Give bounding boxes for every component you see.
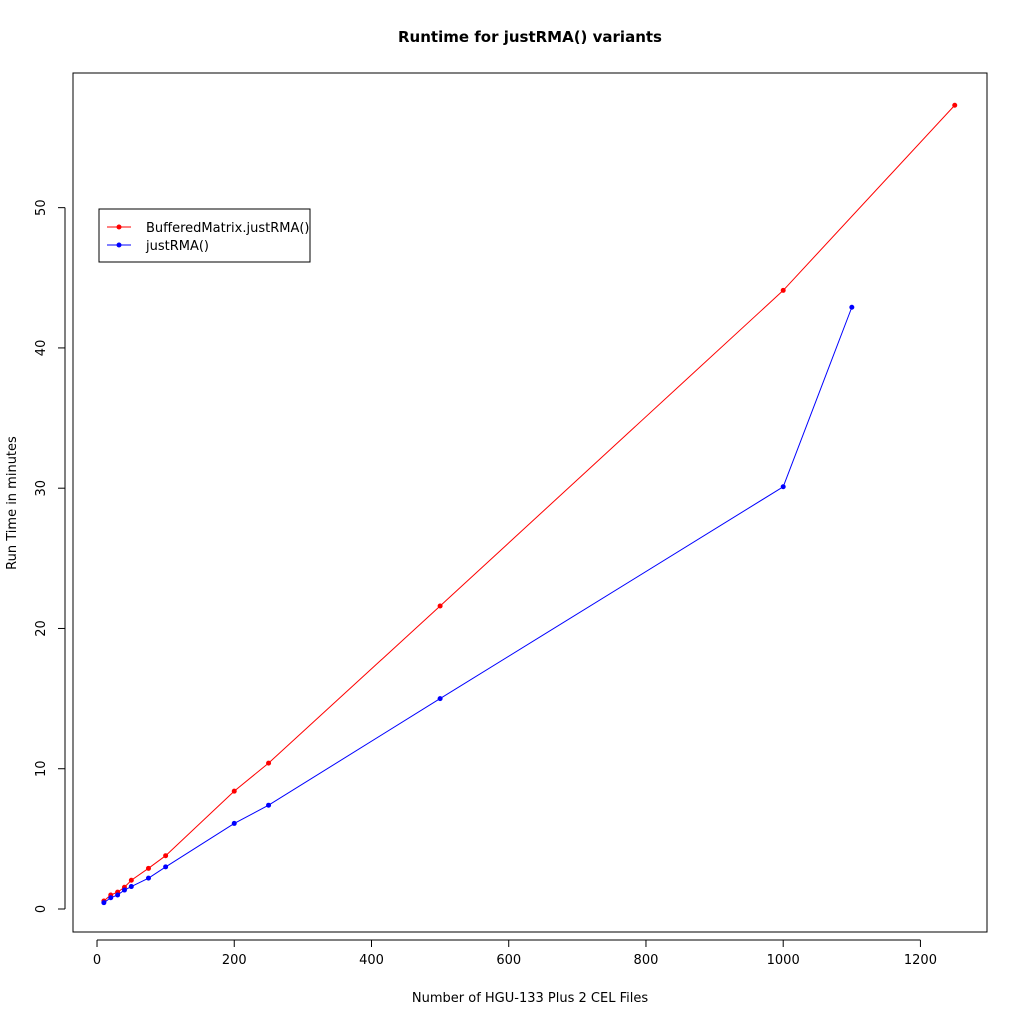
y-tick-label: 50 <box>34 199 49 216</box>
x-tick-label: 1000 <box>767 953 800 968</box>
y-tick-label: 30 <box>34 480 49 497</box>
point <box>115 892 121 898</box>
point <box>437 603 443 609</box>
legend-point <box>116 224 122 230</box>
point <box>780 484 786 490</box>
point <box>163 864 169 870</box>
x-tick-label: 200 <box>222 953 247 968</box>
point <box>437 696 443 702</box>
legend-box <box>98 208 311 263</box>
y-axis-label: Run Time in minutes <box>5 436 20 570</box>
y-tick-label: 20 <box>34 620 49 637</box>
point <box>266 760 272 766</box>
point <box>266 802 272 808</box>
chart-title: Runtime for justRMA() variants <box>398 28 662 46</box>
point <box>145 865 151 871</box>
point <box>101 900 107 906</box>
plot-box <box>72 72 988 933</box>
x-tick-label: 600 <box>496 953 521 968</box>
point <box>128 877 134 883</box>
point <box>780 287 786 293</box>
point <box>163 853 169 859</box>
x-tick-label: 0 <box>93 953 101 968</box>
x-tick-label: 800 <box>634 953 659 968</box>
point <box>128 884 134 890</box>
legend-point <box>116 242 122 248</box>
series-line <box>103 307 853 904</box>
point <box>108 895 114 901</box>
y-tick-label: 40 <box>34 340 49 357</box>
point <box>849 304 855 310</box>
x-axis-label: Number of HGU-133 Plus 2 CEL Files <box>412 991 648 1006</box>
point <box>145 875 151 881</box>
point <box>121 887 127 893</box>
x-tick-label: 1200 <box>904 953 937 968</box>
legend-label: justRMA() <box>145 239 209 254</box>
y-tick-label: 0 <box>34 905 49 913</box>
point <box>231 788 237 794</box>
y-tick-label: 10 <box>34 760 49 777</box>
point <box>952 102 958 108</box>
point <box>231 820 237 826</box>
legend-label: BufferedMatrix.justRMA() <box>146 221 310 236</box>
x-tick-label: 400 <box>359 953 384 968</box>
